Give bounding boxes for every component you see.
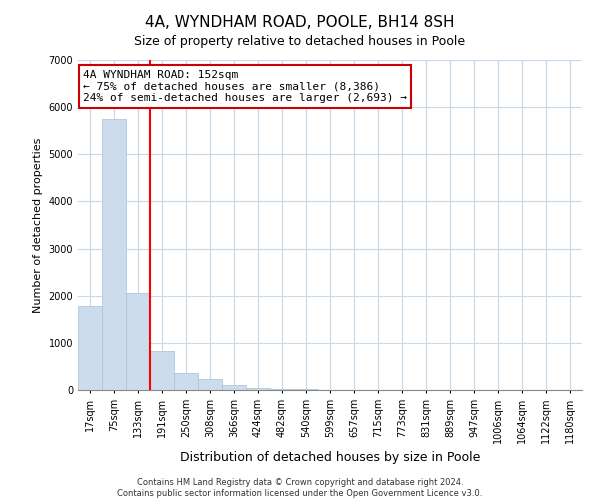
Bar bbox=[294, 389, 318, 390]
Bar bbox=[198, 379, 222, 390]
Bar bbox=[246, 388, 270, 390]
Text: 4A WYNDHAM ROAD: 152sqm
← 75% of detached houses are smaller (8,386)
24% of semi: 4A WYNDHAM ROAD: 152sqm ← 75% of detache… bbox=[83, 70, 407, 103]
Bar bbox=[126, 293, 150, 390]
Bar bbox=[150, 352, 174, 390]
Text: Size of property relative to detached houses in Poole: Size of property relative to detached ho… bbox=[134, 35, 466, 48]
Text: 4A, WYNDHAM ROAD, POOLE, BH14 8SH: 4A, WYNDHAM ROAD, POOLE, BH14 8SH bbox=[145, 15, 455, 30]
Bar bbox=[174, 372, 198, 390]
Y-axis label: Number of detached properties: Number of detached properties bbox=[33, 138, 43, 312]
Text: Contains HM Land Registry data © Crown copyright and database right 2024.
Contai: Contains HM Land Registry data © Crown c… bbox=[118, 478, 482, 498]
Bar bbox=[270, 388, 294, 390]
Bar bbox=[78, 306, 102, 390]
Bar bbox=[222, 385, 246, 390]
Bar bbox=[102, 119, 126, 390]
X-axis label: Distribution of detached houses by size in Poole: Distribution of detached houses by size … bbox=[180, 452, 480, 464]
